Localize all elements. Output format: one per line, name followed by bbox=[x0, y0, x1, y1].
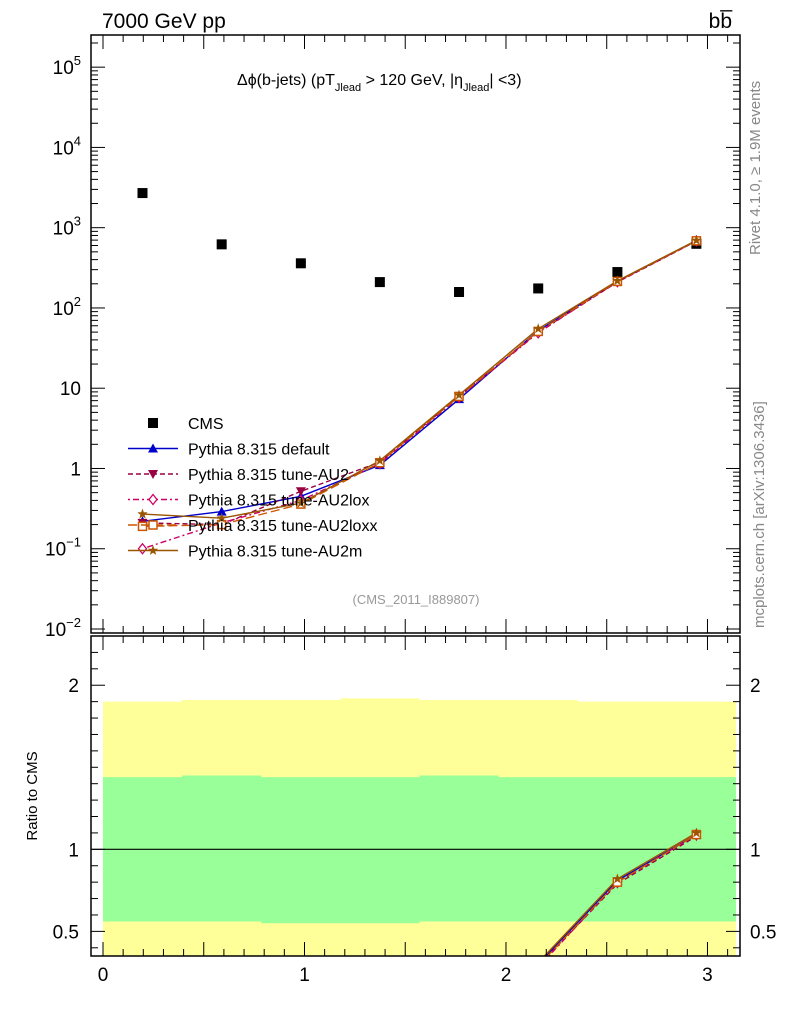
plot-title: Δϕ(b-jets) (pTJlead > 120 GeV, |ηJlead| … bbox=[237, 72, 522, 94]
legend-marker-au2 bbox=[148, 470, 158, 479]
data-point-au2m bbox=[137, 508, 148, 519]
ratio-line-au2m bbox=[543, 832, 697, 956]
series-line-au2m bbox=[142, 239, 697, 519]
ratio-y-tick-label-left: 0.5 bbox=[53, 922, 79, 943]
data-point-au2m bbox=[453, 389, 465, 400]
legend-marker-default bbox=[148, 443, 158, 453]
data-point-cms bbox=[216, 239, 227, 250]
ratio-line-default bbox=[544, 833, 697, 956]
y-tick-label: 10 bbox=[60, 379, 81, 400]
ratio-x-tick-label: 2 bbox=[501, 965, 512, 986]
legend-label-au2lox: Pythia 8.315 tune-AU2lox bbox=[188, 493, 369, 510]
legend: CMS Pythia 8.315 default Pythia 8.315 tune… bbox=[128, 416, 377, 561]
rivet-version-label: Rivet 4.1.0, ≥ 1.9M events bbox=[747, 81, 764, 255]
data-point-au2m bbox=[216, 512, 227, 523]
data-point-au2m bbox=[374, 455, 386, 466]
data-point-au2loxx bbox=[216, 519, 227, 530]
svg-text:Δϕ(b-jets) (pTJlead > 120 GeV: Δϕ(b-jets) (pTJlead > 120 GeV, |ηJlead| … bbox=[237, 72, 522, 94]
y-tick-label: 1 bbox=[70, 459, 81, 480]
series-line-au2loxx bbox=[142, 240, 697, 528]
main-frame bbox=[90, 34, 741, 634]
data-point-au2lox bbox=[137, 542, 148, 555]
ratio-y-tick-label-left: 1 bbox=[68, 840, 79, 861]
ratio-x-tick-label: 0 bbox=[98, 965, 109, 986]
legend-marker-cms bbox=[148, 418, 158, 428]
ratio-ylabel: Ratio to CMS bbox=[24, 751, 41, 840]
y-tick-label: 10−2 bbox=[45, 615, 81, 641]
data-point-au2loxx bbox=[137, 521, 148, 532]
analysis-watermark: (CMS_2011_I889807) bbox=[353, 592, 480, 607]
ratio-panel: 2 2 1 1 0.5 0.5 0 1 2 3 Ratio to CMS bbox=[24, 635, 776, 986]
ratio-x-tick-label: 1 bbox=[299, 965, 310, 986]
ratio-y-tick-label-left: 2 bbox=[68, 676, 79, 697]
data-point-cms bbox=[295, 258, 306, 269]
data-point-default bbox=[216, 506, 227, 516]
data-point-cms bbox=[612, 267, 623, 278]
data-point-au2m bbox=[295, 497, 307, 508]
legend-marker-au2lox bbox=[148, 493, 158, 506]
data-point-cms bbox=[454, 287, 465, 298]
ratio-frame bbox=[90, 635, 741, 957]
data-point-cms bbox=[137, 188, 148, 199]
data-point-au2m bbox=[612, 275, 623, 286]
legend-marker-au2m bbox=[147, 545, 159, 555]
legend-label-au2m: Pythia 8.315 tune-AU2m bbox=[188, 544, 362, 561]
mcplots-label: mcplots.cern.ch [arXiv:1306.3436] bbox=[751, 401, 768, 628]
ratio-y-tick-label-right: 1 bbox=[750, 840, 761, 861]
ratio-line-au2 bbox=[546, 835, 697, 956]
y-tick-label: 102 bbox=[53, 294, 81, 320]
y-tick-label: 103 bbox=[53, 214, 81, 240]
legend-label-cms: CMS bbox=[188, 416, 224, 433]
process-label: bb̅ bbox=[709, 10, 734, 33]
legend-label-default: Pythia 8.315 default bbox=[188, 442, 330, 459]
y-tick-label: 10−1 bbox=[45, 535, 81, 561]
ratio-line-au2loxx bbox=[546, 834, 697, 956]
data-point-au2m bbox=[533, 323, 544, 334]
data-point-au2m bbox=[691, 234, 702, 245]
data-point-au2 bbox=[295, 487, 306, 497]
legend-marker-au2loxx bbox=[148, 520, 158, 530]
energy-label: 7000 GeV pp bbox=[102, 10, 226, 33]
legend-label-au2loxx: Pythia 8.315 tune-AU2loxx bbox=[188, 518, 377, 535]
y-tick-label: 104 bbox=[53, 133, 81, 159]
ratio-x-tick-label: 3 bbox=[702, 965, 713, 986]
legend-label-au2: Pythia 8.315 tune-AU2 bbox=[188, 467, 349, 484]
ratio-point-au2m bbox=[691, 827, 702, 838]
ratio-point-au2m bbox=[612, 873, 623, 884]
data-point-cms bbox=[533, 283, 544, 294]
ratio-y-tick-label-right: 2 bbox=[750, 676, 761, 697]
ratio-y-tick-label-right: 0.5 bbox=[750, 922, 776, 943]
data-point-cms bbox=[374, 277, 385, 288]
y-tick-label: 105 bbox=[53, 53, 81, 79]
